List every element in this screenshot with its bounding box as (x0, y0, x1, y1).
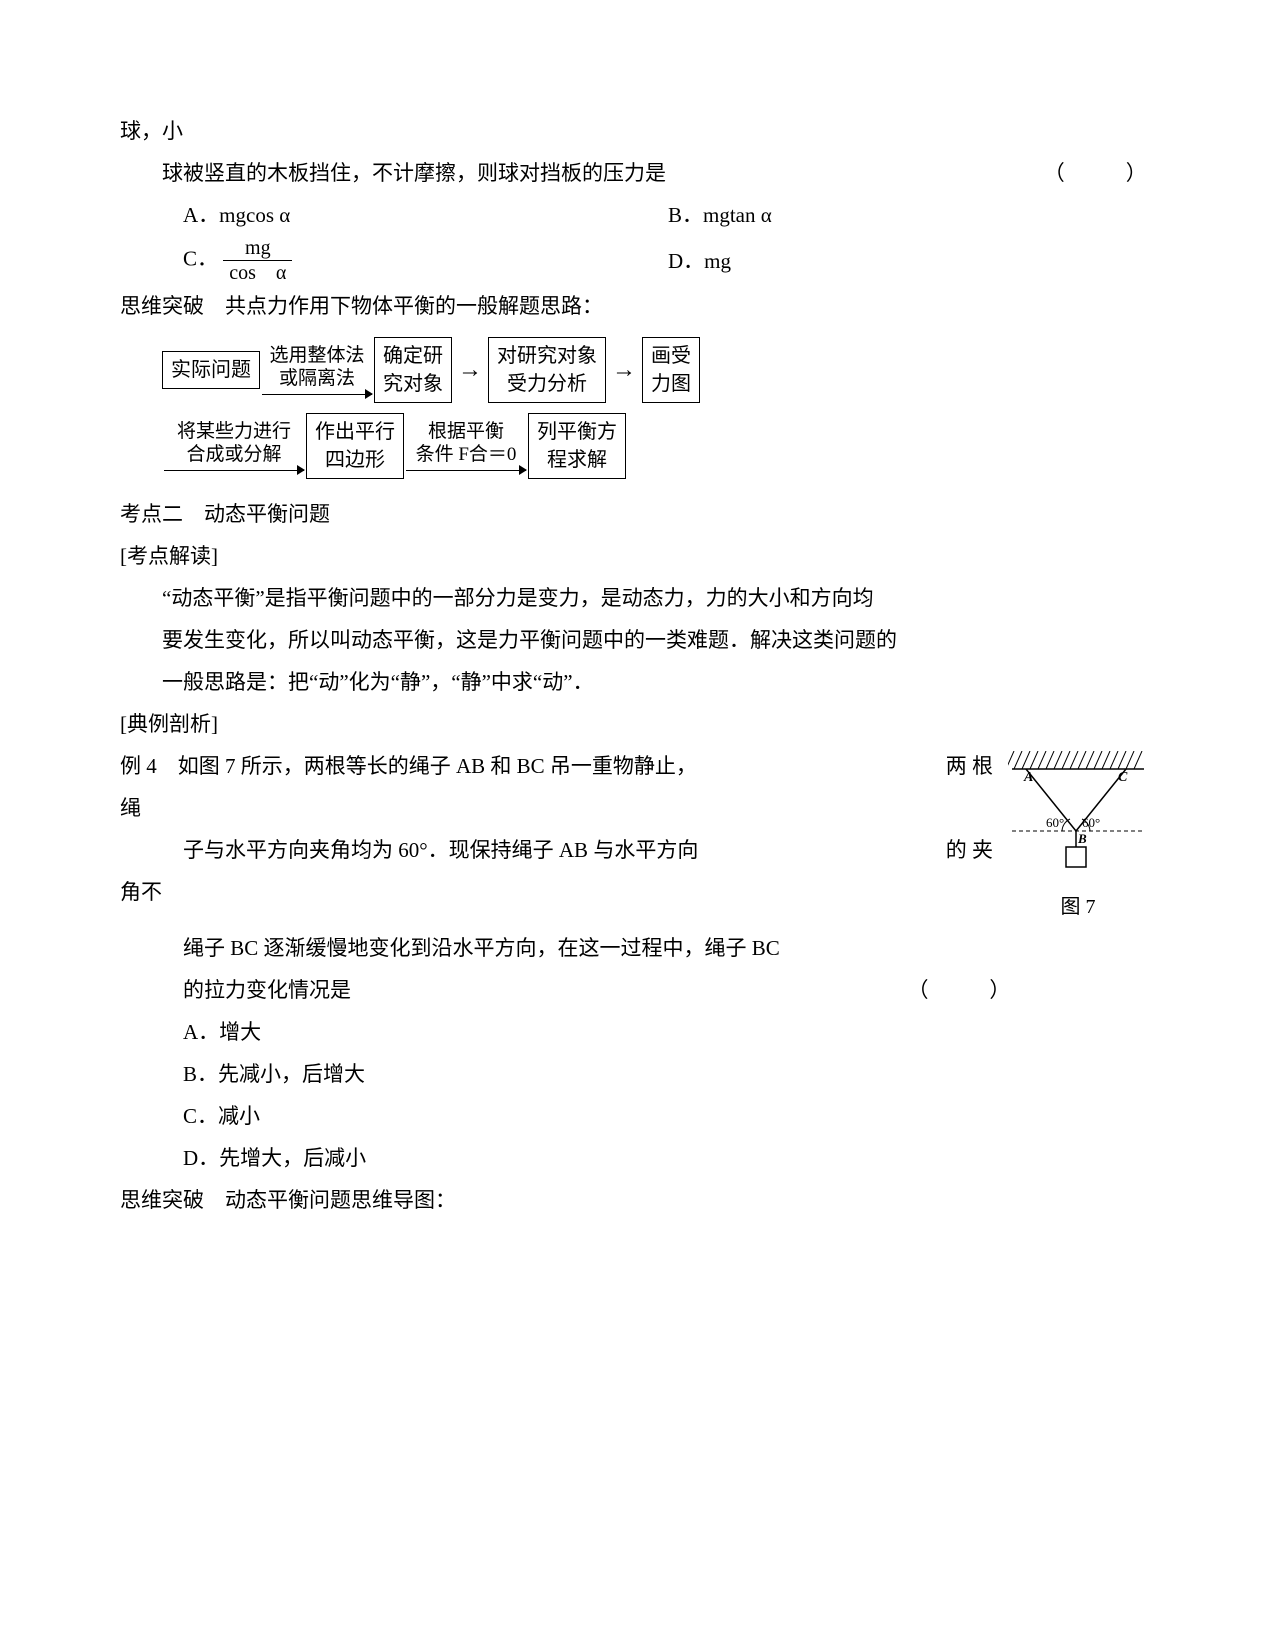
kd2-p2: 要发生变化，所以叫动态平衡，这是力平衡问题中的一类难题．解决这类问题的 (120, 619, 1153, 661)
flow-box-3-l1: 对研究对象 (497, 342, 597, 370)
q1-stem: 球被竖直的木板挡住，不计摩擦，则球对挡板的压力是 (162, 161, 666, 185)
kd2-jd-label: [考点解读] (120, 535, 1153, 577)
kd2-p3: 一般思路是：把“动”化为“静”，“静”中求“动”． (120, 661, 1153, 703)
flow-box-3: 对研究对象 受力分析 (488, 337, 606, 403)
ex4-line1b: 两 根 (888, 745, 993, 787)
ex4-option-a: A．增大 (120, 1011, 1153, 1053)
ex4-line1a: 例 4 如图 7 所示，两根等长的绳子 AB 和 BC 吊一重物静止， (120, 754, 697, 778)
flow-box-6-l1: 列平衡方 (537, 418, 617, 446)
flow-arrow-4-line2: 条件 F合＝0 (416, 444, 517, 467)
q1-option-b: B．mgtan α (668, 194, 1153, 236)
swtp2-heading: 思维突破 动态平衡问题思维导图： (120, 1179, 1153, 1221)
swtp-label: 思维突破 (120, 294, 204, 318)
ex4-line2: 子与水平方向夹角均为 60°．现保持绳子 AB 与水平方向 的 夹 (120, 829, 1153, 871)
flow-row-1: 实际问题 选用整体法 或隔离法 确定研 究对象 → 对研究对象 受力分析 → 画… (162, 337, 1153, 403)
q1-continued-2: 球被竖直的木板挡住，不计摩擦，则球对挡板的压力是 （ ） (120, 152, 1153, 194)
swtp-text: 共点力作用下物体平衡的一般解题思路： (204, 294, 603, 318)
flow-arrow-1-line2: 或隔离法 (279, 368, 355, 391)
flow-box-4-l1: 画受 (651, 342, 691, 370)
flow-box-1: 实际问题 (162, 351, 260, 389)
ex4-line3: 绳子 BC 逐渐缓慢地变化到沿水平方向，在这一过程中，绳子 BC (120, 927, 1153, 969)
kd2-title: 考点二 动态平衡问题 (120, 493, 1153, 535)
kd2-dlpx-label: [典例剖析] (120, 703, 1153, 745)
q1-option-c-fraction: mg cos α (223, 236, 292, 285)
flow-arrow-4-line1: 根据平衡 (428, 421, 504, 444)
figure-7: ACB60°60° 图 7 (1003, 751, 1153, 927)
ex4-paren: （ ） (908, 978, 1017, 1002)
q1-option-d: D．mg (668, 240, 1153, 282)
swtp2-text: 动态平衡问题思维导图： (204, 1188, 456, 1212)
swtp-heading: 思维突破 共点力作用下物体平衡的一般解题思路： (120, 285, 1153, 327)
q1-option-c-prefix: C． (183, 246, 218, 270)
flow-box-6-l2: 程求解 (537, 446, 617, 474)
svg-text:A: A (1023, 770, 1033, 785)
flow-box-4-l2: 力图 (651, 370, 691, 398)
q1-option-c-den: cos α (223, 261, 292, 285)
ex4-option-d: D．先增大，后减小 (120, 1137, 1153, 1179)
flow-arrow-3-line1: 将某些力进行 (177, 421, 291, 444)
q1-options-row1: A．mgcos α B．mgtan α (120, 194, 1153, 236)
flowchart: 实际问题 选用整体法 或隔离法 确定研 究对象 → 对研究对象 受力分析 → 画… (120, 337, 1153, 479)
flow-box-5: 作出平行 四边形 (306, 413, 404, 479)
q1-option-a: A．mgcos α (183, 194, 668, 236)
flow-box-4: 画受 力图 (642, 337, 700, 403)
flow-box-5-l2: 四边形 (315, 446, 395, 474)
q1-continued-1: 球，小 (120, 110, 1153, 152)
ex4-option-b: B．先减小，后增大 (120, 1053, 1153, 1095)
figure-7-caption: 图 7 (1003, 887, 1153, 927)
flow-box-1-text: 实际问题 (171, 356, 251, 384)
q1-option-c: C． mg cos α (183, 236, 668, 285)
ex4-line4: 的拉力变化情况是 (183, 978, 351, 1002)
flow-row-2: 将某些力进行 合成或分解 作出平行 四边形 根据平衡 条件 F合＝0 列平衡方 … (162, 413, 1153, 479)
flow-box-2-l2: 究对象 (383, 370, 443, 398)
flow-box-2-l1: 确定研 (383, 342, 443, 370)
arrow-icon: → (458, 346, 482, 394)
flow-arrow-3: 将某些力进行 合成或分解 (164, 421, 304, 471)
svg-text:60°: 60° (1046, 815, 1064, 830)
ex4-line2b: 的 夹 (888, 829, 993, 871)
example-4: ACB60°60° 图 7 例 4 如图 7 所示，两根等长的绳子 AB 和 B… (120, 745, 1153, 1179)
svg-text:C: C (1118, 770, 1128, 785)
swtp2-label: 思维突破 (120, 1188, 204, 1212)
ex4-line1c: 绳 (120, 787, 1153, 829)
ex4-line2a: 子与水平方向夹角均为 60°．现保持绳子 AB 与水平方向 (183, 838, 698, 862)
ex4-line4-row: 的拉力变化情况是 （ ） (120, 969, 1153, 1011)
figure-7-svg: ACB60°60° (1008, 751, 1148, 871)
arrow-line-icon (164, 469, 304, 471)
ex4-line1: 例 4 如图 7 所示，两根等长的绳子 AB 和 BC 吊一重物静止， 两 根 (120, 745, 1153, 787)
flow-box-6: 列平衡方 程求解 (528, 413, 626, 479)
flow-arrow-1-line1: 选用整体法 (269, 345, 364, 368)
svg-text:B: B (1077, 831, 1087, 846)
flow-arrow-1: 选用整体法 或隔离法 (262, 345, 372, 395)
kd2-p1: “动态平衡”是指平衡问题中的一部分力是变力，是动态力，力的大小和方向均 (120, 577, 1153, 619)
q1-option-c-num: mg (223, 236, 292, 261)
arrow-line-icon (406, 469, 526, 471)
ex4-line2c: 角不 (120, 871, 1153, 913)
arrow-line-icon (262, 393, 372, 395)
q1-options-row2: C． mg cos α D．mg (120, 236, 1153, 285)
flow-box-3-l2: 受力分析 (497, 370, 597, 398)
flow-box-5-l1: 作出平行 (315, 418, 395, 446)
flow-arrow-4: 根据平衡 条件 F合＝0 (406, 421, 526, 471)
arrow-icon: → (612, 346, 636, 394)
flow-arrow-3-line2: 合成或分解 (186, 444, 281, 467)
ex4-option-c: C．减小 (120, 1095, 1153, 1137)
flow-box-2: 确定研 究对象 (374, 337, 452, 403)
svg-text:60°: 60° (1082, 815, 1100, 830)
q1-paren: （ ） (1044, 152, 1153, 194)
